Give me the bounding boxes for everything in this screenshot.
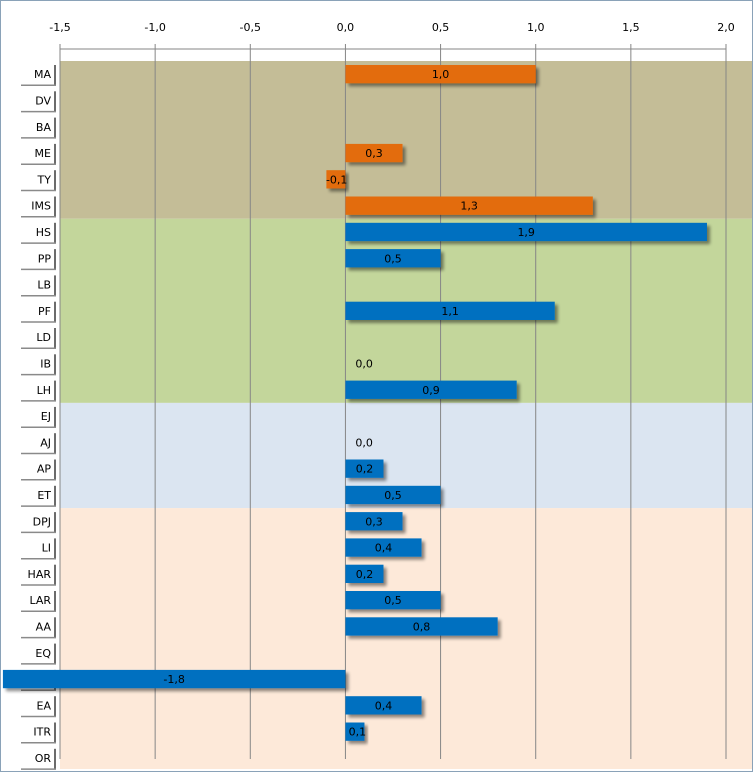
data-label-LH: 0,9 bbox=[422, 384, 440, 397]
data-label-LAR: 0,5 bbox=[384, 594, 402, 607]
bar-DPJ bbox=[345, 512, 403, 531]
category-label: TY bbox=[37, 173, 52, 186]
category-label: EJ bbox=[41, 410, 51, 423]
data-label-AJ: 0,0 bbox=[355, 436, 373, 449]
bars bbox=[2, 65, 707, 741]
data-label-IMS: 1,3 bbox=[460, 200, 478, 213]
bar-LH bbox=[345, 380, 517, 399]
category-label: BA bbox=[36, 121, 52, 134]
x-tick-label: 1,5 bbox=[622, 21, 640, 34]
category-label: IB bbox=[40, 357, 51, 370]
bar-LAR bbox=[345, 591, 441, 610]
bar-IMS bbox=[345, 196, 593, 215]
bar-LI bbox=[345, 538, 422, 557]
x-tick-label: -1,5 bbox=[49, 21, 70, 34]
category-label: AJ bbox=[40, 436, 51, 449]
background-band-1 bbox=[60, 61, 753, 219]
data-label-HS: 1,9 bbox=[517, 226, 535, 239]
category-label: AA bbox=[36, 620, 52, 633]
category-label: MA bbox=[34, 68, 51, 81]
category-label: PF bbox=[38, 305, 51, 318]
x-tick-label: 0,5 bbox=[432, 21, 450, 34]
category-label: LB bbox=[37, 279, 51, 292]
data-label-ET: 0,5 bbox=[384, 489, 402, 502]
bar-HS bbox=[345, 222, 707, 242]
category-label: PP bbox=[38, 252, 52, 265]
category-label: DPJ bbox=[33, 515, 51, 528]
category-label: HAR bbox=[28, 568, 52, 581]
category-labels: MA DV BA ME TY IMS HS PP LB PF LD IB LH EJ AJ AP ET DPJ LI… bbox=[21, 65, 56, 770]
data-label-LI: 0,4 bbox=[375, 542, 393, 555]
category-label: ET bbox=[37, 489, 51, 502]
x-axis: -1,5 -1,0 -0,5 0,0 0,5 1,0 1,5 2,0 bbox=[49, 21, 735, 50]
data-label-AP: 0,2 bbox=[356, 463, 374, 476]
data-label-EA: 0,4 bbox=[375, 699, 393, 712]
bar-MA bbox=[345, 65, 536, 84]
bar-PF bbox=[345, 301, 555, 320]
category-label: ME bbox=[35, 147, 51, 160]
x-tick-label: 2,0 bbox=[717, 21, 735, 34]
bar-ME bbox=[345, 143, 403, 163]
data-label-ITR: 0,1 bbox=[349, 726, 367, 739]
category-label: LD bbox=[36, 331, 51, 344]
data-label-LT: -1,8 bbox=[163, 673, 184, 686]
category-label: LAR bbox=[29, 594, 51, 607]
data-label-ME: 0,3 bbox=[365, 147, 383, 160]
category-label: OR bbox=[35, 752, 52, 765]
category-label: AP bbox=[37, 463, 52, 476]
data-label-IB: 0,0 bbox=[355, 357, 373, 370]
background-bands bbox=[60, 61, 753, 769]
data-label-PP: 0,5 bbox=[384, 252, 402, 265]
category-label: EQ bbox=[35, 647, 51, 660]
bar-TY bbox=[326, 170, 346, 189]
x-tick-label: 1,0 bbox=[527, 21, 545, 34]
category-label: LI bbox=[42, 542, 51, 555]
data-label-AA: 0,8 bbox=[413, 620, 431, 633]
data-label-PF: 1,1 bbox=[441, 305, 459, 318]
bar-ITR bbox=[345, 722, 365, 741]
data-label-TY: -0,1 bbox=[326, 173, 347, 186]
bar-HAR bbox=[345, 564, 384, 583]
x-tick-label: 0,0 bbox=[337, 21, 355, 34]
bar-EA bbox=[345, 696, 422, 715]
x-tick-label: -0,5 bbox=[240, 21, 261, 34]
category-label: IMS bbox=[31, 200, 51, 213]
category-label: HS bbox=[36, 226, 51, 239]
bar-AP bbox=[345, 459, 384, 478]
category-label: DV bbox=[35, 94, 51, 107]
data-label-MA: 1,0 bbox=[432, 68, 450, 81]
category-label: LH bbox=[37, 384, 51, 397]
gridlines bbox=[59, 44, 727, 759]
data-label-DPJ: 0,3 bbox=[365, 515, 383, 528]
bar-LT bbox=[2, 669, 346, 689]
bar-PP bbox=[345, 249, 441, 268]
bar-AA bbox=[345, 617, 498, 636]
x-tick-label: -1,0 bbox=[144, 21, 165, 34]
data-label-HAR: 0,2 bbox=[356, 568, 374, 581]
data-labels: 1,00,3-0,11,31,90,51,10,00,90,00,20,50,3… bbox=[163, 68, 535, 739]
bar-ET bbox=[345, 485, 441, 505]
category-label: EA bbox=[37, 699, 52, 712]
category-label: ITR bbox=[33, 726, 51, 739]
